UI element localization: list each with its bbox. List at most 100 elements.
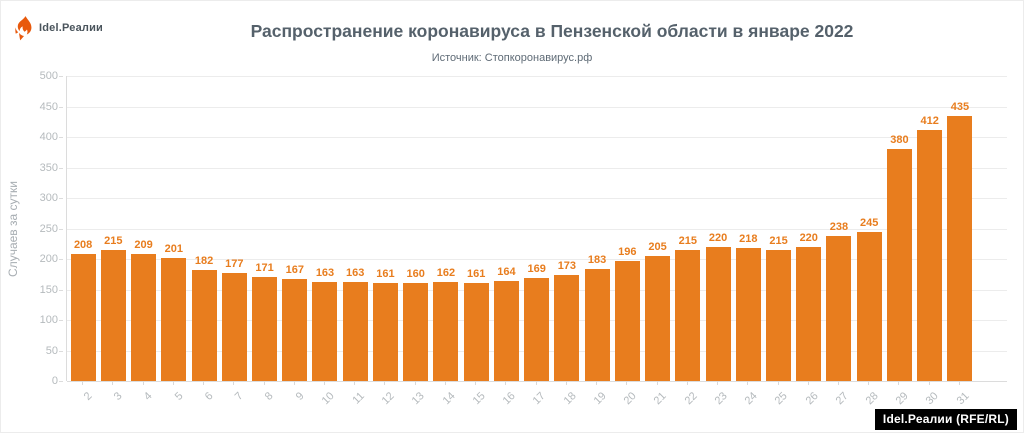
bar-value-label: 163 bbox=[315, 266, 335, 279]
x-tick-slot: 25 bbox=[762, 381, 792, 415]
x-tick-slot: 7 bbox=[218, 381, 248, 415]
x-tick-slot: 24 bbox=[732, 381, 762, 415]
bar-value-label: 215 bbox=[769, 234, 788, 247]
bar-value-label: 435 bbox=[950, 100, 970, 113]
x-tick-label: 15 bbox=[470, 390, 488, 408]
bar-value-label: 218 bbox=[739, 233, 758, 246]
x-tick-label: 11 bbox=[350, 390, 367, 407]
bar bbox=[433, 282, 459, 381]
x-tick-slot: 31 bbox=[944, 381, 974, 415]
x-axis-tick bbox=[565, 381, 567, 385]
bar-slot: 435 bbox=[945, 76, 975, 381]
bar-slot: 173 bbox=[552, 76, 582, 381]
bar-value-label: 169 bbox=[527, 262, 546, 275]
bar bbox=[463, 282, 489, 381]
y-tick-label: 0 bbox=[51, 375, 58, 387]
x-tick-label: 23 bbox=[712, 390, 730, 408]
bar-slot: 215 bbox=[98, 76, 128, 381]
bar bbox=[584, 269, 610, 381]
bar bbox=[614, 261, 640, 381]
bar-value-label: 220 bbox=[708, 231, 728, 244]
x-axis-tick bbox=[928, 381, 930, 385]
bar bbox=[886, 149, 912, 381]
x-tick-label: 24 bbox=[742, 390, 760, 408]
y-tick-label: 400 bbox=[39, 131, 58, 143]
x-axis-tick bbox=[263, 381, 265, 385]
bar bbox=[493, 280, 519, 381]
bar-value-label: 196 bbox=[618, 246, 637, 259]
x-axis-tick bbox=[414, 381, 416, 385]
bar-slot: 245 bbox=[854, 76, 884, 381]
bar-slot: 220 bbox=[703, 76, 733, 381]
x-tick-slot: 15 bbox=[460, 381, 490, 415]
x-tick-slot: 16 bbox=[490, 381, 520, 415]
bar bbox=[917, 129, 943, 381]
y-tick-label: 250 bbox=[39, 223, 58, 235]
bar bbox=[161, 258, 187, 381]
bar bbox=[252, 276, 278, 381]
bar-slot: 182 bbox=[189, 76, 219, 381]
y-axis-tick bbox=[59, 137, 63, 138]
bar-slot: 161 bbox=[370, 76, 400, 381]
bar bbox=[766, 249, 791, 381]
y-tick-label: 450 bbox=[39, 101, 58, 113]
x-tick-slot: 2 bbox=[67, 381, 97, 415]
bar bbox=[554, 275, 580, 381]
x-axis-tick bbox=[142, 381, 144, 385]
bar-slot: 238 bbox=[824, 76, 854, 381]
bar-value-label: 173 bbox=[557, 260, 577, 273]
x-tick-slot: 21 bbox=[641, 381, 671, 415]
x-axis-tick bbox=[958, 381, 960, 385]
bar-value-label: 208 bbox=[73, 239, 93, 252]
x-tick-label: 12 bbox=[379, 390, 397, 408]
x-axis-tick bbox=[807, 381, 809, 385]
x-tick-slot: 18 bbox=[551, 381, 581, 415]
bar-slot: 215 bbox=[673, 76, 703, 381]
watermark-badge: Idel.Реалии (RFE/RL) bbox=[874, 409, 1017, 430]
bar-slot: 218 bbox=[733, 76, 763, 381]
x-axis-tick bbox=[747, 381, 749, 385]
bar bbox=[221, 273, 247, 381]
x-tick-label: 14 bbox=[440, 390, 458, 408]
x-axis-tick bbox=[323, 381, 325, 385]
bar bbox=[826, 235, 852, 381]
bar-value-label: 160 bbox=[406, 268, 425, 281]
x-tick-label: 31 bbox=[954, 390, 972, 408]
bar-slot: 208 bbox=[68, 76, 98, 381]
flame-icon bbox=[15, 16, 32, 41]
x-tick-label: 10 bbox=[319, 390, 337, 408]
x-tick-slot: 14 bbox=[430, 381, 460, 415]
x-tick-slot: 23 bbox=[702, 381, 732, 415]
x-tick-label: 18 bbox=[561, 390, 579, 408]
x-axis-tick bbox=[777, 381, 779, 385]
x-tick-slot: 30 bbox=[914, 381, 944, 415]
y-tick-label: 200 bbox=[39, 253, 58, 265]
y-axis-tick bbox=[59, 76, 63, 77]
x-tick-slot: 17 bbox=[521, 381, 551, 415]
bar bbox=[796, 246, 822, 381]
x-tick-label: 5 bbox=[172, 390, 186, 403]
bar-slot: 220 bbox=[794, 76, 824, 381]
bar bbox=[645, 255, 671, 381]
x-tick-slot: 5 bbox=[158, 381, 188, 415]
x-axis-tick bbox=[172, 381, 174, 385]
x-tick-slot: 10 bbox=[309, 381, 339, 415]
gridline bbox=[67, 381, 1007, 382]
chart-source-subtitle: Источник: Стопкоронавирус.рф bbox=[431, 52, 593, 64]
bar bbox=[856, 231, 882, 381]
x-axis-tick bbox=[596, 381, 598, 385]
bar-value-label: 167 bbox=[285, 264, 304, 277]
bar-value-label: 201 bbox=[164, 243, 183, 256]
x-tick-label: 2 bbox=[81, 390, 95, 403]
bar bbox=[100, 249, 126, 381]
bar-value-label: 164 bbox=[497, 265, 516, 278]
y-axis-tick bbox=[59, 290, 63, 291]
x-axis-tick bbox=[837, 381, 839, 385]
bar-slot: 163 bbox=[310, 76, 340, 381]
y-tick-label: 300 bbox=[39, 192, 58, 204]
bar-value-label: 182 bbox=[194, 254, 214, 267]
bar-value-label: 162 bbox=[436, 267, 456, 280]
y-axis-tick bbox=[59, 259, 63, 260]
bar-slot: 162 bbox=[431, 76, 461, 381]
bar-value-label: 171 bbox=[255, 261, 274, 274]
